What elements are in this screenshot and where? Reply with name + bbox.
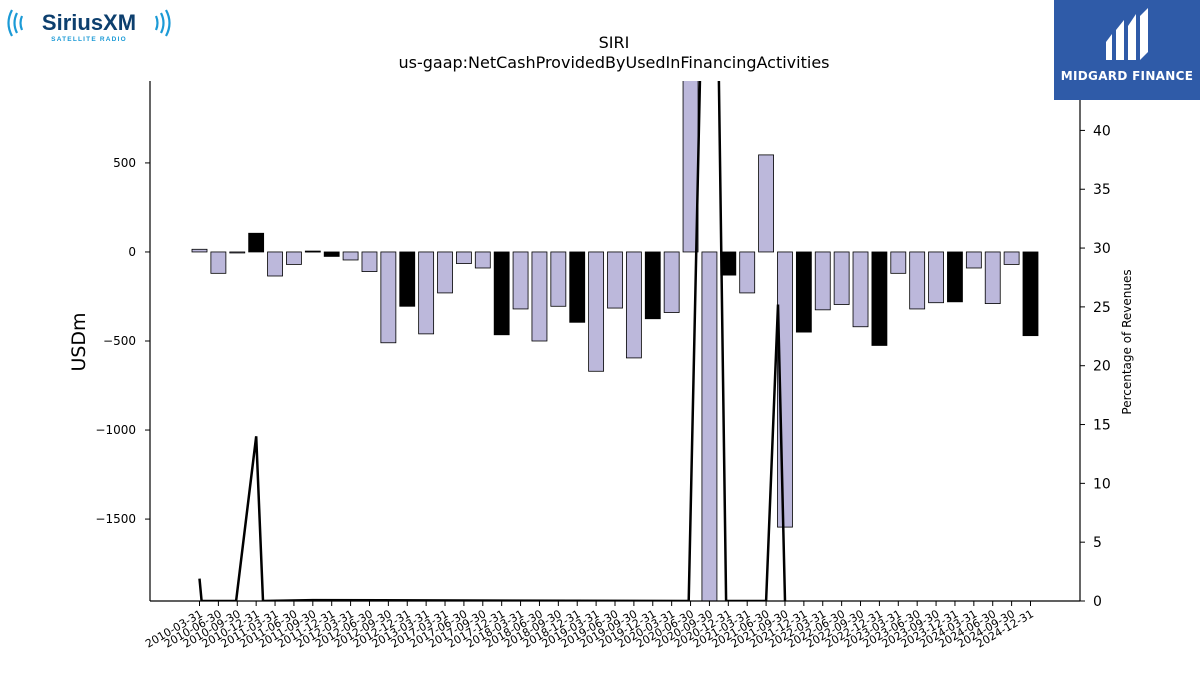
y-tick-label: −1500 [95,512,136,526]
bar [833,251,850,305]
bar [399,251,416,307]
bar [437,251,453,294]
y-tick-label: −1000 [95,423,136,437]
bar [795,251,812,333]
bar [607,251,623,309]
midgard-wordmark: MIDGARD FINANCE [1060,69,1194,83]
bar [550,251,567,307]
bar [1022,251,1039,337]
y2-tick-label: 35 [1093,182,1111,198]
bar [248,232,265,253]
chart-subtitle: us-gaap:NetCashProvidedByUsedInFinancing… [398,53,830,72]
bar [229,251,246,254]
bar [758,154,774,253]
bar [644,251,661,320]
bar [984,251,1001,305]
bar [625,251,642,359]
bar [569,251,586,323]
bar [286,251,302,265]
bar [928,251,944,304]
y2-tick-label: 0 [1093,594,1102,610]
y2-tick-label: 10 [1093,476,1111,492]
bar [304,250,321,253]
bar [361,251,378,272]
y-axis-label: USDm [68,312,90,371]
bar [720,251,737,276]
bar [493,251,510,336]
y2-tick-label: 5 [1093,535,1102,551]
bar [852,251,869,328]
bar [588,251,605,372]
bar [814,251,831,311]
bar [323,251,340,257]
bar [663,251,680,313]
bar [512,251,529,310]
bar [871,251,888,346]
bar [1003,251,1020,265]
y2-tick-label: 15 [1093,418,1111,434]
y2-tick-label: 30 [1093,241,1111,257]
bar [191,248,208,253]
midgard-finance-logo: MIDGARD FINANCE [1054,0,1200,100]
logo-tagline: SATELLITE RADIO [51,36,127,43]
logo-wordmark: SiriusXM [42,10,136,35]
bar [531,251,548,342]
siriusxm-logo: SiriusXM SATELLITE RADIO [4,4,182,44]
bar [380,251,397,344]
y-tick-label: −500 [103,334,136,348]
bar [474,251,491,269]
y2-tick-label: 25 [1093,300,1111,316]
bar-series [191,81,1039,601]
bar [965,251,982,269]
bar [456,251,472,264]
radio-waves-icon [7,9,171,37]
midgard-emblem-icon [1106,8,1148,60]
axes: 5000−500−1000−150005101520253035402010-0… [95,81,1111,651]
y2-axis-label: Percentage of Revenues [1120,269,1134,414]
bar [947,251,963,303]
bar [701,251,718,601]
y2-tick-label: 20 [1093,359,1111,375]
bar [418,251,435,335]
chart-title: SIRI [598,33,630,52]
y-tick-label: 500 [113,156,136,170]
bar [909,251,926,310]
y-tick-label: 0 [128,245,136,259]
bar [267,251,283,277]
bar [342,251,359,261]
bar [210,251,227,274]
bar [890,251,907,274]
y2-tick-label: 40 [1093,123,1111,139]
bar [739,251,756,294]
